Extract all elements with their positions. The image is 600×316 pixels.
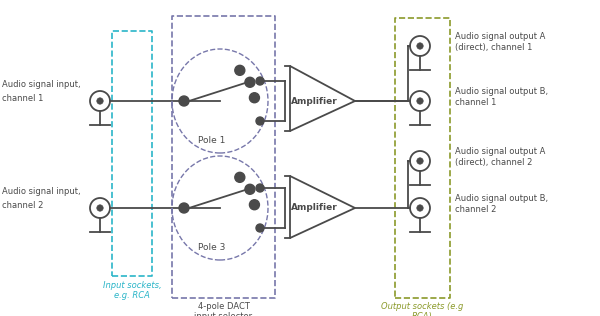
Text: 4-pole DACT
input selector
switch (CT3): 4-pole DACT input selector switch (CT3) [194,302,253,316]
Text: Audio signal output A
(direct), channel 1: Audio signal output A (direct), channel … [455,32,545,52]
Circle shape [417,98,423,104]
Circle shape [256,224,264,232]
Text: Audio signal input,: Audio signal input, [2,80,80,89]
Circle shape [256,77,264,85]
Circle shape [245,77,255,87]
Circle shape [417,158,423,164]
Text: Audio signal input,: Audio signal input, [2,187,80,196]
Text: Amplifier: Amplifier [292,96,338,106]
Circle shape [97,205,103,211]
Text: Pole 3: Pole 3 [199,243,226,252]
Circle shape [256,184,264,192]
Circle shape [247,79,253,85]
Circle shape [417,205,423,211]
Text: Audio signal output B,
channel 1: Audio signal output B, channel 1 [455,87,548,107]
Circle shape [250,93,259,103]
Circle shape [97,98,103,104]
Circle shape [179,96,189,106]
Circle shape [179,203,189,213]
Text: Audio signal output A
(direct), channel 2: Audio signal output A (direct), channel … [455,147,545,167]
Text: Pole 1: Pole 1 [199,136,226,145]
Text: Audio signal output B,
channel 2: Audio signal output B, channel 2 [455,194,548,214]
Text: channel 2: channel 2 [2,201,43,210]
Circle shape [256,117,264,125]
Text: Input sockets,
e.g. RCA: Input sockets, e.g. RCA [103,281,161,301]
Circle shape [245,184,255,194]
Circle shape [417,43,423,49]
Text: Output sockets (e.g
RCA): Output sockets (e.g RCA) [382,302,464,316]
Circle shape [247,186,253,192]
Circle shape [235,172,245,182]
Circle shape [235,65,245,75]
Circle shape [250,200,259,210]
Text: Amplifier: Amplifier [292,204,338,212]
Text: channel 1: channel 1 [2,94,43,103]
